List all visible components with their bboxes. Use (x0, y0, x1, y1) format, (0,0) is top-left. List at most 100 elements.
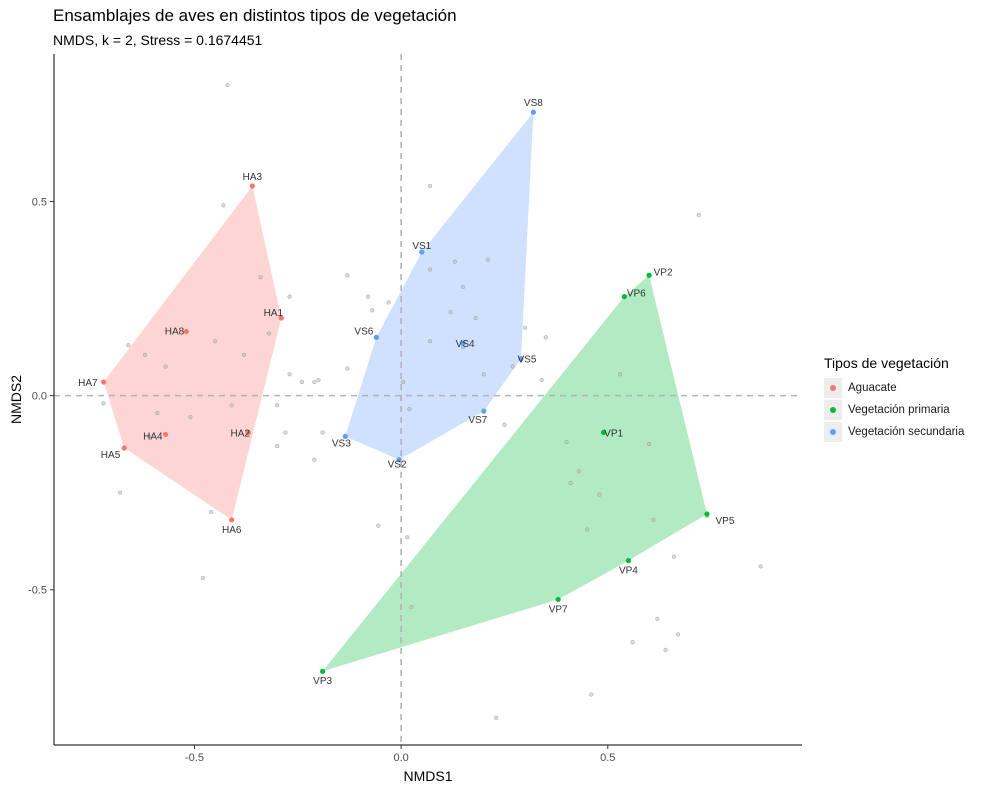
site-point-ha2 (245, 429, 251, 436)
site-point-vp7 (555, 596, 561, 603)
species-point (126, 343, 131, 348)
x-tick-label: 0.0 (393, 752, 408, 764)
point-label-vp3: VP3 (313, 676, 332, 687)
point-label-ha7: HA7 (78, 378, 98, 389)
site-point-vs6 (373, 334, 379, 340)
species-point (155, 410, 160, 416)
species-point (365, 294, 371, 299)
point-label-vs2: VS2 (388, 460, 407, 471)
legend-key (824, 400, 842, 420)
species-point (655, 616, 660, 621)
species-point (671, 554, 676, 559)
site-point-vp2 (646, 272, 652, 278)
species-point (320, 430, 325, 435)
site-point-ha7 (100, 379, 107, 385)
site-point-ha5 (121, 445, 127, 451)
site-point-vp3 (320, 668, 326, 674)
species-point (275, 443, 280, 449)
legend-label: Vegetación secundaria (848, 426, 965, 438)
point-label-ha6: HA6 (222, 525, 242, 536)
legend-dot-aguacate (830, 385, 836, 391)
site-point-ha8 (183, 328, 189, 335)
species-point (221, 203, 226, 208)
hull-0 (103, 186, 282, 520)
axes: -0.5 0.0 0.5 -0.5 0.0 0.5 NMDS1 NMDS2 (8, 54, 802, 784)
hull-2 (345, 112, 534, 460)
site-point-ha6 (229, 517, 235, 523)
x-tick-label: 0.5 (600, 752, 615, 764)
species-point (401, 379, 406, 385)
species-point (427, 339, 433, 344)
species-point (316, 377, 321, 383)
point-label-vp1: VP1 (604, 428, 623, 439)
site-points-layer: HA1 HA2 HA3 HA4 HA5 HA6 HA7 HA8 VP1 VP2 VP3 VP4 VP5 V… (78, 98, 735, 687)
point-label-vp7: VP7 (549, 604, 568, 615)
chart-subtitle: NMDS, k = 2, Stress = 0.1674451 (53, 32, 263, 48)
species-point (146, 434, 152, 439)
site-point-ha1 (278, 315, 284, 321)
species-point (485, 257, 491, 262)
legend-key (824, 422, 842, 442)
species-point (448, 310, 453, 315)
point-label-ha3: HA3 (243, 172, 263, 183)
species-point (452, 259, 457, 264)
species-point (758, 564, 763, 569)
species-point (630, 640, 635, 645)
x-axis-title: NMDS1 (403, 768, 452, 784)
site-point-vp4 (625, 558, 632, 564)
point-label-vs7: VS7 (468, 415, 487, 426)
species-point (539, 377, 544, 383)
species-point (494, 715, 499, 720)
point-label-ha1: HA1 (264, 308, 284, 319)
species-point (208, 509, 214, 515)
species-point (618, 372, 623, 377)
hull-layer (103, 112, 707, 672)
species-point (275, 403, 280, 408)
point-label-ha5: HA5 (101, 450, 121, 461)
species-point (589, 692, 594, 697)
site-point-vp6 (621, 294, 627, 300)
y-tick-label: 0.0 (32, 391, 47, 403)
species-point (405, 535, 410, 540)
species-point (461, 284, 466, 290)
y-tick-label: 0.5 (32, 197, 47, 209)
y-tick-label: -0.5 (28, 585, 47, 597)
species-point (646, 442, 652, 447)
species-point (241, 352, 247, 357)
species-point (312, 457, 317, 462)
site-point-vs3 (342, 433, 348, 439)
y-axis-title: NMDS2 (8, 375, 24, 424)
legend-title: Tipos de vegetación (824, 355, 949, 371)
point-label-ha2: HA2 (231, 428, 251, 439)
point-label-vs1: VS1 (412, 241, 431, 252)
species-point (568, 480, 573, 486)
species-point (225, 82, 230, 88)
species-point (427, 267, 433, 272)
point-label-vs4: VS4 (456, 339, 475, 350)
species-point (213, 339, 218, 344)
chart-title: Ensamblajes de aves en distintos tipos d… (53, 6, 457, 25)
point-label-vs6: VS6 (354, 326, 373, 337)
species-point (345, 366, 350, 371)
species-point (651, 517, 656, 522)
species-point (597, 492, 602, 497)
point-label-vp4: VP4 (619, 566, 638, 577)
species-point (229, 403, 234, 408)
legend: Tipos de vegetación Aguacate Vegetación … (824, 355, 964, 443)
point-label-vp6: VP6 (627, 289, 646, 300)
species-point (345, 273, 350, 278)
site-point-ha4 (162, 431, 169, 438)
species-point (142, 352, 148, 357)
species-point (266, 331, 271, 336)
site-point-vs7 (481, 408, 487, 414)
site-point-vs1 (419, 249, 425, 255)
legend-dot-vegetacion-primaria (830, 407, 836, 413)
species-point (287, 294, 292, 299)
species-point (299, 379, 305, 385)
legend-label: Aguacate (848, 382, 897, 394)
species-point (502, 422, 507, 427)
point-label-ha8: HA8 (165, 327, 185, 338)
species-point (585, 527, 590, 532)
species-point (427, 183, 433, 189)
